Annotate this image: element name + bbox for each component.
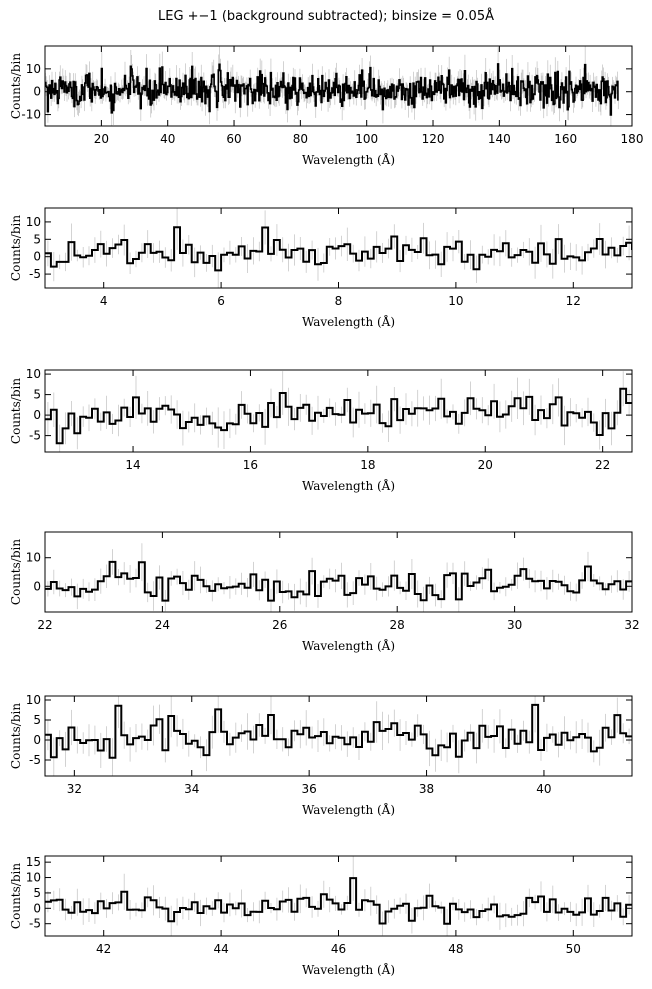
x-tick-label: 140: [488, 132, 511, 146]
y-tick-label: -10: [21, 108, 41, 122]
error-bar-path: [47, 371, 630, 452]
x-tick-label: 42: [96, 942, 111, 956]
spectrum-series-line: [45, 387, 632, 445]
x-tick-label: 6: [217, 294, 225, 308]
x-tick-label: 14: [125, 458, 140, 472]
y-tick-label: 0: [33, 733, 41, 747]
y-tick-label: 10: [26, 551, 41, 565]
x-tick-label: 28: [390, 618, 405, 632]
figure-title: LEG +−1 (background subtracted); binsize…: [157, 9, 494, 24]
x-tick-label: 38: [419, 782, 434, 796]
y-tick-label: -5: [29, 917, 41, 931]
error-bars: [47, 696, 630, 776]
x-tick-label: 48: [448, 942, 463, 956]
x-tick-label: 26: [272, 618, 287, 632]
spectrum-panel-2: 4 6 8 10 12 -5 0 5 10 Wavelength (Å) Counts/bin: [9, 207, 633, 329]
spectrum-series-line: [45, 226, 632, 272]
y-tick-label: 10: [26, 62, 41, 76]
y-tick-label: -5: [29, 753, 41, 767]
x-axis-label: Wavelength (Å): [302, 314, 395, 329]
y-axis-label: Counts/bin: [9, 539, 23, 605]
x-tick-label: 10: [448, 294, 463, 308]
y-axis-label: Counts/bin: [9, 215, 23, 281]
y-tick-label: 10: [26, 367, 41, 381]
spectrum-series-line: [45, 703, 632, 759]
x-tick-label: 46: [331, 942, 346, 956]
x-tick-label: 60: [226, 132, 241, 146]
y-tick-label: 0: [33, 901, 41, 915]
x-axis-label: Wavelength (Å): [302, 152, 395, 167]
x-tick-label: 40: [160, 132, 175, 146]
spectrum-panel-4: 22 24 26 28 30 32 0 10 Wavelength (Å) Counts/bin: [9, 531, 640, 653]
x-tick-label: 180: [621, 132, 644, 146]
x-tick-label: 30: [507, 618, 522, 632]
x-tick-label: 80: [293, 132, 308, 146]
y-tick-label: 15: [26, 855, 41, 869]
y-tick-label: 10: [26, 215, 41, 229]
spectrum-series-line: [45, 877, 632, 925]
y-tick-label: 5: [33, 232, 41, 246]
y-tick-label: 0: [33, 85, 41, 99]
x-tick-label: 44: [213, 942, 228, 956]
x-tick-label: 22: [595, 458, 610, 472]
x-tick-label: 32: [67, 782, 82, 796]
y-axis-label: Counts/bin: [9, 53, 23, 119]
x-tick-label: 12: [566, 294, 581, 308]
x-tick-label: 24: [155, 618, 170, 632]
y-axis-label: Counts/bin: [9, 378, 23, 444]
y-tick-label: -5: [29, 429, 41, 443]
error-bar-path: [47, 696, 630, 776]
y-tick-label: 10: [26, 871, 41, 885]
x-tick-label: 100: [355, 132, 378, 146]
y-tick-label: 0: [33, 408, 41, 422]
x-tick-label: 120: [422, 132, 445, 146]
x-tick-label: 8: [335, 294, 343, 308]
error-bars: [47, 371, 630, 452]
plot-frame: [44, 369, 633, 453]
y-tick-label: 0: [33, 250, 41, 264]
x-tick-label: 20: [478, 458, 493, 472]
x-tick-label: 18: [360, 458, 375, 472]
spectrum-panel-3: 14 16 18 20 22 -5 0 5 10 Wavelength (Å) Counts/bin: [9, 367, 633, 493]
y-axis-label: Counts/bin: [9, 703, 23, 769]
x-axis-label: Wavelength (Å): [302, 802, 395, 817]
y-tick-label: 5: [33, 388, 41, 402]
spectrum-panel-5: 32 34 36 38 40 -5 0 5 10 Wavelength (Å) Counts/bin: [9, 693, 633, 817]
x-axis-label: Wavelength (Å): [302, 962, 395, 977]
plot-frame: [44, 45, 633, 127]
y-axis-label: Counts/bin: [9, 863, 23, 929]
x-tick-label: 16: [243, 458, 258, 472]
plot-frame: [44, 695, 633, 777]
spectrum-panel-1: 20 40 60 80 100 120 140 160 180 -10 0 10 Wavelength …: [9, 45, 644, 167]
x-tick-label: 20: [94, 132, 109, 146]
x-axis-label: Wavelength (Å): [302, 478, 395, 493]
x-tick-label: 160: [554, 132, 577, 146]
y-tick-label: 5: [33, 886, 41, 900]
spectrum-series-line: [45, 560, 632, 602]
x-tick-label: 40: [536, 782, 551, 796]
x-tick-label: 50: [566, 942, 581, 956]
spectrum-series-line: [45, 63, 619, 116]
x-tick-label: 22: [37, 618, 52, 632]
x-tick-label: 32: [624, 618, 639, 632]
x-tick-label: 34: [184, 782, 199, 796]
y-tick-label: 10: [26, 693, 41, 707]
y-tick-label: -5: [29, 267, 41, 281]
x-axis-label: Wavelength (Å): [302, 638, 395, 653]
y-tick-label: 5: [33, 713, 41, 727]
y-tick-label: 0: [33, 579, 41, 593]
plot-frame: [44, 531, 633, 613]
x-tick-label: 36: [302, 782, 317, 796]
x-tick-label: 4: [100, 294, 108, 308]
